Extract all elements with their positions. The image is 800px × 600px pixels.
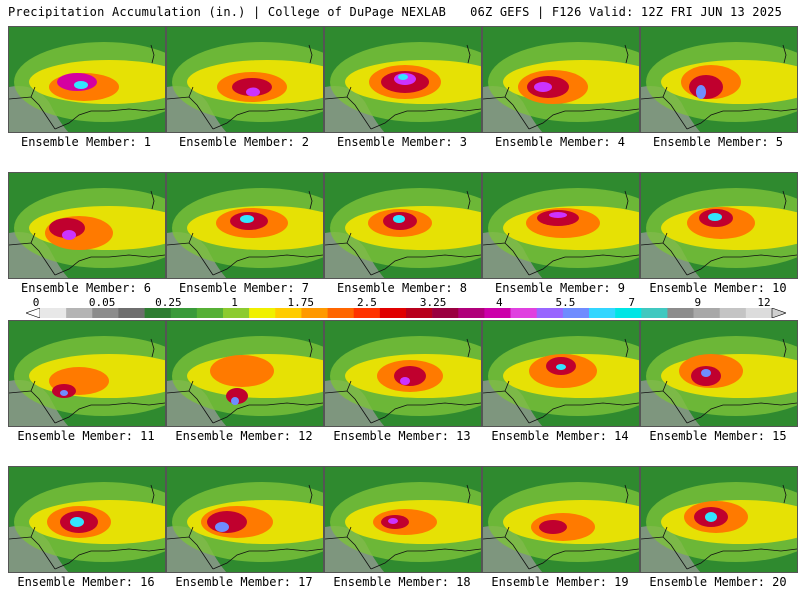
precipitation-colorbar bbox=[26, 308, 786, 318]
map-title: Precipitation Accumulation (in.) | Colle… bbox=[8, 5, 447, 19]
ensemble-member-map bbox=[640, 320, 798, 427]
ensemble-member-label: Ensemble Member: 17 bbox=[175, 575, 313, 589]
ensemble-member-map bbox=[640, 172, 798, 279]
ensemble-member-map bbox=[482, 26, 640, 133]
colorbar-cell bbox=[196, 308, 224, 318]
ensemble-member-label: Ensemble Member: 16 bbox=[17, 575, 155, 589]
colorbar-tick-label: 9 bbox=[694, 296, 702, 309]
ensemble-member-label: Ensemble Member: 4 bbox=[494, 135, 626, 149]
ensemble-member-map bbox=[166, 320, 324, 427]
colorbar-cell bbox=[536, 308, 564, 318]
ensemble-member-label: Ensemble Member: 13 bbox=[333, 429, 471, 443]
ensemble-member-map bbox=[324, 26, 482, 133]
ensemble-member-label: Ensemble Member: 18 bbox=[333, 575, 471, 589]
model-run-info: 06Z GEFS | F126 Valid: 12Z FRI JUN 13 20… bbox=[470, 5, 782, 19]
ensemble-member-map bbox=[8, 172, 166, 279]
colorbar-cell bbox=[170, 308, 198, 318]
colorbar-tick-label: 0 bbox=[32, 296, 40, 309]
ensemble-member-label: Ensemble Member: 15 bbox=[649, 429, 787, 443]
ensemble-member-label: Ensemble Member: 7 bbox=[178, 281, 310, 295]
colorbar-tick-label: 1 bbox=[231, 296, 238, 309]
colorbar-cell bbox=[458, 308, 485, 318]
colorbar-cell bbox=[379, 308, 407, 318]
ensemble-member-label: Ensemble Member: 10 bbox=[649, 281, 787, 295]
colorbar-cell bbox=[144, 308, 172, 318]
colorbar-min-arrow bbox=[26, 308, 41, 318]
colorbar-cell bbox=[92, 308, 119, 318]
ensemble-member-label: Ensemble Member: 6 bbox=[20, 281, 152, 295]
colorbar-cell bbox=[641, 308, 668, 318]
colorbar-cell bbox=[615, 308, 642, 318]
colorbar-cell bbox=[589, 308, 616, 318]
ensemble-member-label: Ensemble Member: 9 bbox=[494, 281, 626, 295]
ensemble-member-label: Ensemble Member: 20 bbox=[649, 575, 787, 589]
colorbar-tick-label: 5.5 bbox=[555, 296, 576, 309]
ensemble-member-map bbox=[482, 172, 640, 279]
ensemble-member-map bbox=[8, 466, 166, 573]
colorbar-tick-label: 4 bbox=[495, 296, 503, 309]
colorbar-cell bbox=[353, 308, 381, 318]
ensemble-member-label: Ensemble Member: 2 bbox=[178, 135, 310, 149]
colorbar-cell bbox=[301, 308, 328, 318]
colorbar-tick-label: 0.25 bbox=[155, 296, 182, 309]
colorbar-cell bbox=[693, 308, 721, 318]
colorbar-cell bbox=[484, 308, 511, 318]
colorbar-tick-label: 0.05 bbox=[88, 296, 116, 309]
colorbar-tick-label: 7 bbox=[628, 296, 635, 309]
ensemble-member-map bbox=[324, 466, 482, 573]
ensemble-member-map bbox=[166, 466, 324, 573]
ensemble-member-map bbox=[8, 320, 166, 427]
colorbar-cell bbox=[118, 308, 145, 318]
ensemble-member-label: Ensemble Member: 11 bbox=[17, 429, 155, 443]
colorbar-tick-label: 12 bbox=[757, 296, 771, 309]
colorbar-cell bbox=[745, 308, 773, 318]
ensemble-member-map bbox=[166, 172, 324, 279]
colorbar-tick-label: 2.5 bbox=[356, 296, 377, 309]
ensemble-member-label: Ensemble Member: 8 bbox=[336, 281, 468, 295]
colorbar-max-arrow bbox=[771, 308, 786, 318]
ensemble-member-label: Ensemble Member: 19 bbox=[491, 575, 629, 589]
ensemble-member-map bbox=[166, 26, 324, 133]
colorbar-cell bbox=[327, 308, 355, 318]
colorbar-cell bbox=[249, 308, 276, 318]
ensemble-member-label: Ensemble Member: 1 bbox=[20, 135, 152, 149]
colorbar-cell bbox=[223, 308, 250, 318]
colorbar-cell bbox=[719, 308, 747, 318]
colorbar-cell bbox=[510, 308, 538, 318]
colorbar-cell bbox=[40, 308, 67, 318]
ensemble-member-map bbox=[482, 466, 640, 573]
ensemble-member-label: Ensemble Member: 3 bbox=[336, 135, 468, 149]
colorbar-tick-label: 1.75 bbox=[287, 296, 314, 309]
colorbar-cell bbox=[562, 308, 590, 318]
ensemble-member-label: Ensemble Member: 12 bbox=[175, 429, 313, 443]
ensemble-member-map bbox=[640, 26, 798, 133]
ensemble-member-map bbox=[482, 320, 640, 427]
ensemble-member-map bbox=[324, 320, 482, 427]
colorbar-cell bbox=[406, 308, 433, 318]
ensemble-member-map bbox=[640, 466, 798, 573]
colorbar-cell bbox=[66, 308, 93, 318]
ensemble-member-map bbox=[324, 172, 482, 279]
colorbar-cell bbox=[275, 308, 302, 318]
ensemble-member-label: Ensemble Member: 5 bbox=[652, 135, 784, 149]
ensemble-member-label: Ensemble Member: 14 bbox=[491, 429, 629, 443]
ensemble-member-map bbox=[8, 26, 166, 133]
colorbar-cell bbox=[432, 308, 459, 318]
colorbar-tick-label: 3.25 bbox=[419, 296, 447, 309]
colorbar-cell bbox=[667, 308, 694, 318]
